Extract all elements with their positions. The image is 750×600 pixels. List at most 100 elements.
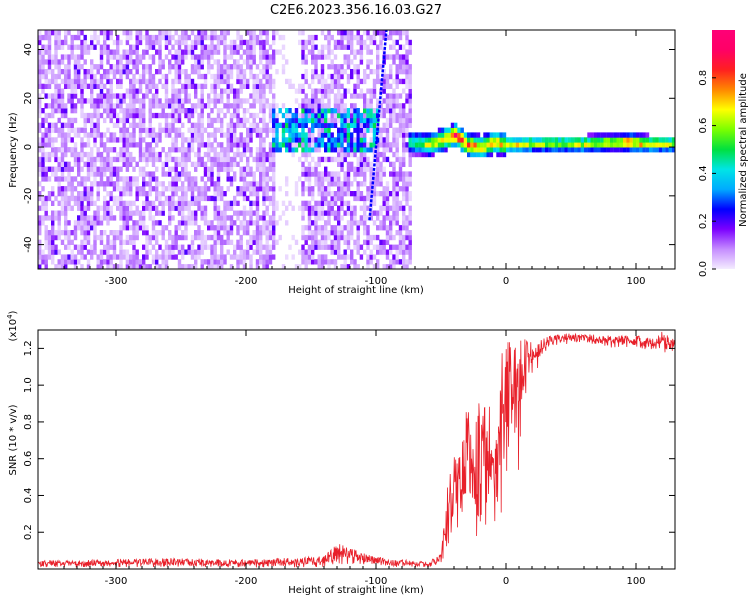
spectrogram-cell [57,166,61,172]
spectrogram-cell [314,142,318,148]
spectrogram-cell [155,230,159,236]
spectrogram-cell [200,103,204,109]
spectrogram-cell [213,49,217,55]
spectrogram-cell [135,191,139,197]
spectrogram-cell [184,225,188,231]
spectrogram-cell [38,54,42,60]
spectrogram-cell [246,156,250,163]
spectrogram-cell [327,93,331,99]
spectrogram-cell [249,191,253,197]
spectrogram-cell [190,220,195,226]
spectrogram-cell [249,166,253,172]
spectrogram-cell [314,210,318,216]
spectrogram-cell [376,259,380,265]
spectrogram-cell [353,88,357,94]
spectrogram-cell [112,171,117,177]
spectrogram-cell [330,83,334,89]
spectrogram-cell [122,191,126,197]
spectrogram-cell [405,176,409,182]
spectrogram-cell [372,264,377,269]
spectrogram-cell [184,230,188,236]
spectrogram-cell [174,64,178,70]
spectrogram-cell [428,137,432,143]
spectrogram-cell [174,69,178,75]
spectrogram-cell [57,69,61,75]
spectrogram-cell [119,191,123,197]
spectrogram-cell [125,225,130,231]
spectrogram-cell [304,264,308,269]
spectrogram-cell [233,137,237,143]
spectrogram-cell [278,186,282,192]
spectrogram-cell [259,142,263,148]
spectrogram-cell [356,122,360,128]
spectrogram-cell [106,49,110,55]
spectrogram-cell [379,44,383,50]
spectrogram-cell [135,64,139,70]
spectrogram-cell [226,171,230,177]
spectrogram-cell [93,108,97,114]
spectrogram-cell [41,54,45,60]
spectrogram-cell [142,73,146,80]
spectrogram-cell [327,98,331,104]
spectrogram-cell [337,215,341,221]
spectrogram-cell [174,137,178,143]
spectrogram-cell [112,200,117,206]
spectrogram-cell [255,34,260,41]
spectrogram-cell [639,147,643,153]
spectrogram-cell [301,30,305,36]
spectrogram-cell [389,54,393,60]
spectrogram-cell [216,117,221,124]
spectrogram-cell [265,103,269,109]
spectrogram-cell [314,108,318,114]
spectrogram-cell [181,191,185,197]
spectrogram-cell [233,108,237,114]
spectrogram-cell [580,137,585,143]
spectrogram-cell [73,88,78,94]
spectrogram-cell [265,171,269,177]
spectrogram-cell [408,195,412,202]
spectrogram-cell [340,205,344,211]
spectrogram-cell [77,44,81,50]
spectrogram-cell [317,171,321,177]
spectrogram-cell [265,254,269,260]
spectrogram-cell [177,220,182,226]
spectrogram-cell [73,225,78,231]
spectrogram-cell [51,103,55,109]
spectrogram-cell [265,98,269,104]
spectrogram-cell [350,103,354,109]
spectrogram-cell [395,205,399,211]
spectrogram-cell [96,259,100,265]
spectrogram-cell [239,156,243,163]
spectrogram-cell [278,147,282,153]
spectrogram-cell [60,93,65,99]
spectrogram-cell [346,205,351,211]
spectrogram-cell [372,195,377,202]
spectrogram-cell [356,142,360,148]
spectrogram-cell [359,254,364,260]
spectrogram-cell [385,83,390,89]
spectrogram-cell [346,220,351,226]
spectrogram-cell [109,34,113,41]
spectrogram-cell [44,44,48,50]
spectrogram-cell [252,191,256,197]
spectrogram-cell [220,108,224,114]
spectrogram-cell [275,49,279,55]
spectrogram-cell [90,98,94,104]
spectrogram-cell [272,225,276,231]
spectrogram-cell [116,49,120,55]
spectrogram-cell [194,254,198,260]
spectrogram-cell [125,156,130,163]
spectrogram-cell [161,83,165,89]
spectrogram-cell [577,147,581,153]
spectrogram-cell [223,200,227,206]
spectrogram-cell [298,83,302,89]
spectrogram-cell [86,161,91,167]
spectrogram-cell [177,161,182,167]
spectrogram-cell [216,108,221,114]
spectrogram-cell [340,230,344,236]
spectrogram-cell [60,186,65,192]
spectrogram-cell [213,127,217,133]
spectrogram-cell [499,151,503,158]
spectrogram-cell [112,137,117,143]
spectrogram-cell [408,122,412,128]
